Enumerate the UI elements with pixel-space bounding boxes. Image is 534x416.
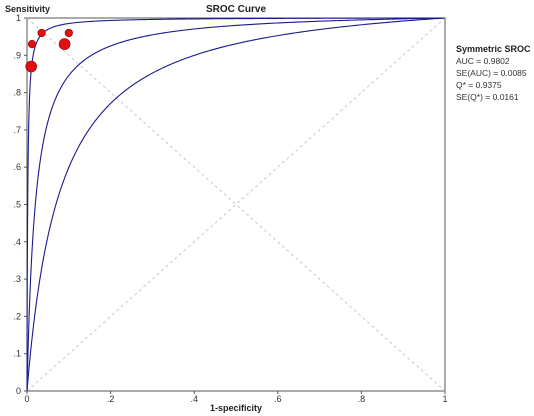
y-tick-label: 0	[16, 386, 21, 396]
chance-diagonals	[26, 17, 446, 392]
stats-se-q: SE(Q*) = 0.0161	[456, 92, 519, 102]
x-tick-label: .6	[274, 394, 282, 404]
x-tick-label: .8	[358, 394, 366, 404]
y-tick-label: .4	[13, 237, 21, 247]
curve-sroc	[26, 17, 446, 391]
study-points	[25, 28, 73, 73]
y-tick-label: 1	[16, 13, 21, 23]
y-tick-label: .9	[13, 50, 21, 60]
stats-se-auc: SE(AUC) = 0.0085	[456, 68, 527, 78]
y-axis-title: Sensitivity	[5, 4, 50, 14]
y-tick-label: .5	[13, 200, 21, 210]
study-point-2	[27, 40, 37, 49]
stats-auc: AUC = 0.9802	[456, 56, 510, 66]
chart-title: SROC Curve	[206, 4, 266, 15]
study-point-4	[58, 38, 71, 50]
stats-title: Symmetric SROC	[456, 44, 531, 54]
sroc-curves	[26, 17, 446, 392]
curve-lower-bound	[26, 17, 446, 392]
y-tick-label: .2	[13, 311, 21, 321]
y-tick-label: .3	[13, 274, 21, 284]
x-tick-label: .2	[107, 394, 115, 404]
study-point-3	[37, 28, 46, 38]
study-point-5	[64, 28, 73, 38]
x-tick-label: 1	[442, 394, 447, 404]
y-tick-label: .1	[13, 349, 21, 359]
stats-box: Symmetric SROC AUC = 0.9802 SE(AUC) = 0.…	[456, 44, 531, 102]
y-tick-label: .8	[13, 88, 21, 98]
y-tick-label: .6	[13, 162, 21, 172]
axis-ticks: 0 .2 .4 .6 .8 1 0 .1 .2 .3 .4 .5 .6 .7 .8 .9 1	[13, 13, 447, 404]
x-axis-title: 1-specificity	[210, 403, 262, 413]
curve-upper-bound	[26, 17, 445, 391]
x-tick-label: 0	[24, 394, 29, 404]
study-point-1	[25, 60, 37, 73]
x-tick-label: .4	[190, 394, 198, 404]
y-tick-label: .7	[13, 125, 21, 135]
stats-q: Q* = 0.9375	[456, 80, 502, 90]
